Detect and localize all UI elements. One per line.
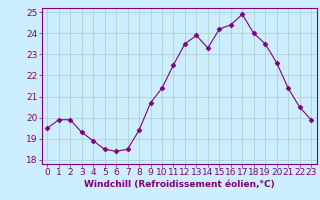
X-axis label: Windchill (Refroidissement éolien,°C): Windchill (Refroidissement éolien,°C) [84, 180, 275, 189]
